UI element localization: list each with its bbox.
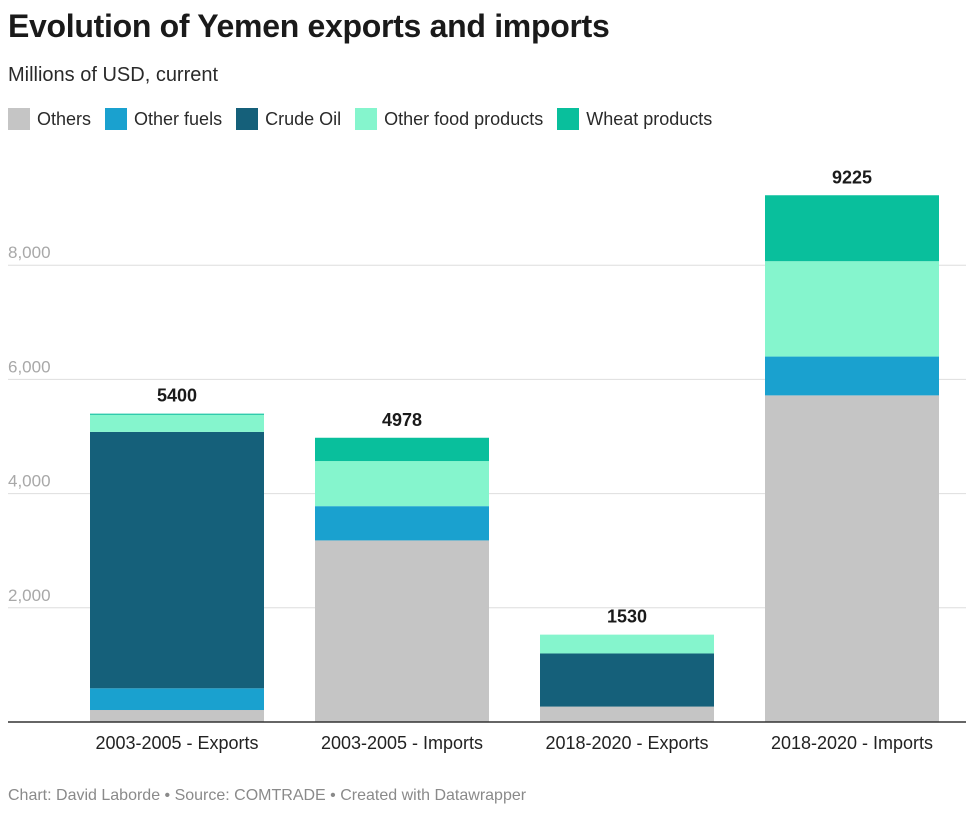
- bar-segment-others-2003-2005-imports: [315, 540, 489, 722]
- legend-swatch-others: [8, 108, 30, 130]
- bar-segment-others-2018-2020-imports: [765, 395, 939, 722]
- stacked-bar-chart: 2,000 4,000 6,000 8,000 5400 2003-2005 - Exp…: [8, 167, 966, 753]
- legend-swatch-other-food-products: [355, 108, 378, 130]
- bar-segment-wheat-products-2003-2005-imports: [315, 437, 489, 462]
- legend-swatch-wheat-products: [557, 108, 580, 130]
- bar-segment-other-food-products-2018-2020-imports: [765, 261, 939, 357]
- bar-segment-other-fuels-2018-2020-imports: [765, 356, 939, 396]
- legend-item-wheat-products: Wheat products: [557, 108, 712, 130]
- bar-segment-others-2003-2005-exports: [90, 710, 264, 722]
- legend: Others Other fuels Crude Oil Other food …: [8, 108, 726, 130]
- chart-footer-credit: Chart: David Laborde • Source: COMTRADE …: [8, 787, 527, 804]
- y-tick-label-6000: 6,000: [8, 357, 51, 376]
- chart-title: Evolution of Yemen exports and imports: [8, 8, 610, 44]
- total-label-2018-2020-imports: 9225: [832, 167, 872, 187]
- x-tick-label-2003-2005-imports: 2003-2005 - Imports: [321, 733, 483, 753]
- bar-segment-other-food-products-2018-2020-exports: [540, 634, 714, 654]
- label-layer: 5400 2003-2005 - Exports 4978 2003-2005 - I…: [8, 167, 966, 753]
- total-label-2018-2020-exports: 1530: [607, 607, 647, 627]
- chart-subtitle: Millions of USD, current: [8, 64, 219, 86]
- legend-swatch-other-fuels: [105, 108, 128, 130]
- bar-segment-other-food-products-2003-2005-imports: [315, 461, 489, 507]
- x-tick-label-2003-2005-exports: 2003-2005 - Exports: [95, 733, 258, 753]
- legend-item-crude-oil: Crude Oil: [236, 108, 341, 130]
- bar-segment-wheat-products-2018-2020-imports: [765, 195, 939, 262]
- legend-swatch-crude-oil: [236, 108, 259, 130]
- legend-label-other-food-products: Other food products: [384, 108, 544, 129]
- y-tick-label-4000: 4,000: [8, 472, 51, 491]
- legend-item-other-fuels: Other fuels: [105, 108, 222, 130]
- legend-label-wheat-products: Wheat products: [586, 108, 713, 129]
- legend-label-others: Others: [37, 108, 92, 129]
- bar-segment-wheat-products-2003-2005-exports: [90, 413, 264, 415]
- bar-segment-crude-oil-2018-2020-exports: [540, 653, 714, 707]
- total-label-2003-2005-exports: 5400: [157, 386, 197, 406]
- legend-item-others: Others: [8, 108, 91, 130]
- bar-segment-crude-oil-2003-2005-exports: [90, 431, 264, 689]
- x-tick-label-2018-2020-imports: 2018-2020 - Imports: [771, 733, 933, 753]
- legend-item-other-food-products: Other food products: [355, 108, 543, 130]
- y-tick-label-2000: 2,000: [8, 586, 51, 605]
- y-tick-label-8000: 8,000: [8, 243, 51, 262]
- bar-segment-other-food-products-2003-2005-exports: [90, 414, 264, 432]
- bar-segment-other-fuels-2003-2005-imports: [315, 506, 489, 541]
- legend-label-crude-oil: Crude Oil: [265, 108, 342, 129]
- legend-label-other-fuels: Other fuels: [134, 108, 223, 129]
- bar-segment-other-fuels-2003-2005-exports: [90, 688, 264, 711]
- bar-layer: [90, 195, 939, 722]
- total-label-2003-2005-imports: 4978: [382, 410, 422, 430]
- x-tick-label-2018-2020-exports: 2018-2020 - Exports: [545, 733, 708, 753]
- bar-segment-others-2018-2020-exports: [540, 706, 714, 722]
